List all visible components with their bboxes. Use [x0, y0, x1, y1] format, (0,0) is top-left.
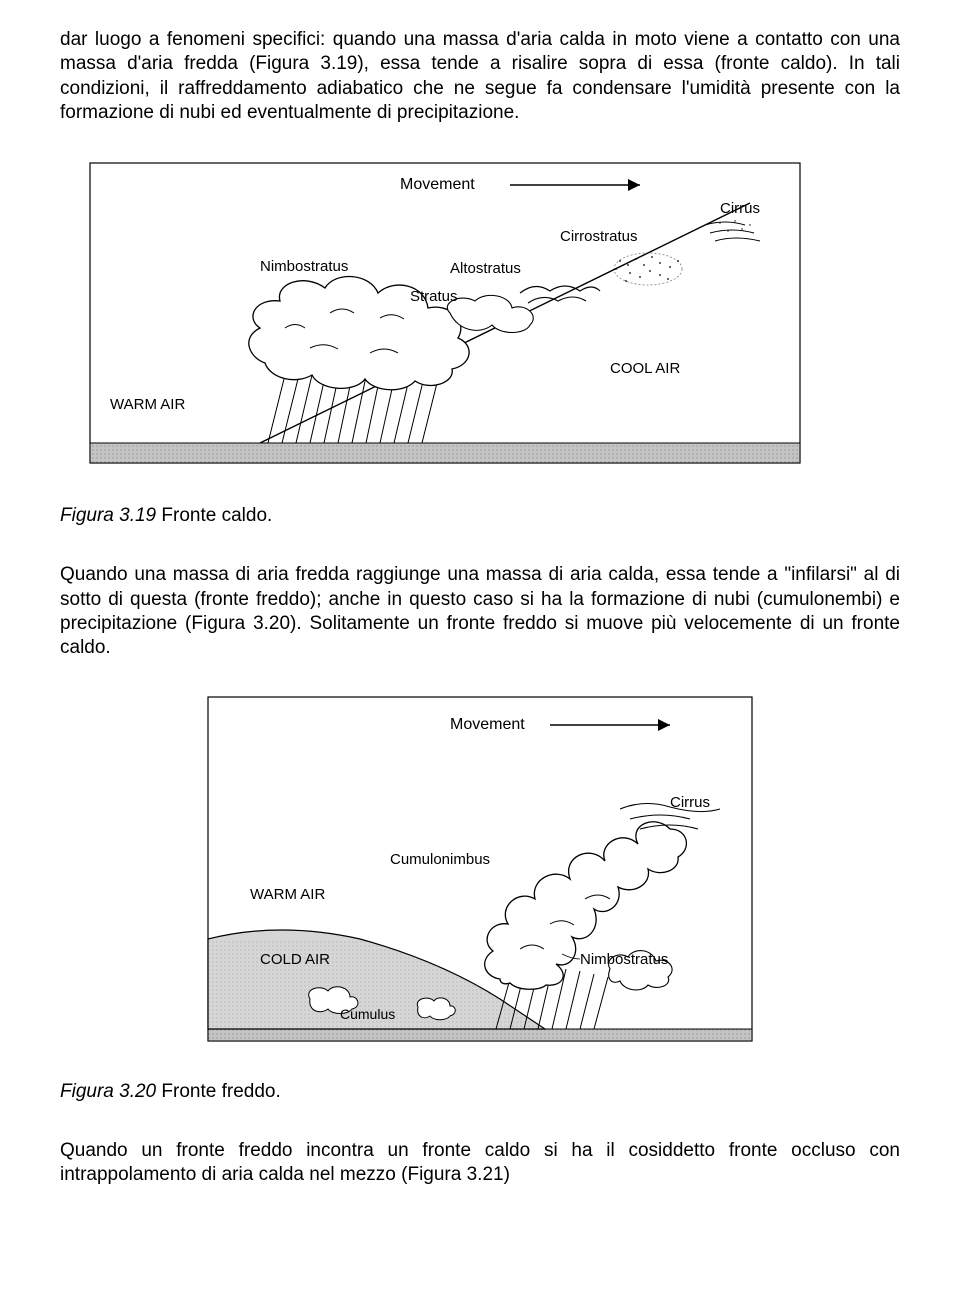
document-page: dar luogo a fenomeni specifici: quando u… — [0, 0, 960, 1313]
paragraph-3: Quando un fronte freddo incontra un fron… — [60, 1139, 900, 1188]
caption-1-text: Fronte caldo. — [156, 505, 272, 526]
caption-2-prefix: Figura 3.20 — [60, 1081, 156, 1102]
figure-2-svg: Movement Cirrus Cumulonimbus WARM AIR CO… — [200, 689, 760, 1049]
label2-cold-air: COLD AIR — [260, 951, 330, 968]
label-altostratus: Altostratus — [450, 260, 521, 277]
paragraph-2: Quando una massa di aria fredda raggiung… — [60, 563, 900, 660]
label2-warm-air: WARM AIR — [250, 886, 325, 903]
label2-cirrus: Cirrus — [670, 794, 710, 811]
figure-1-warm-front: Movement Cirrus Cirrostratus Altostratus… — [80, 153, 810, 473]
label-warm-air: WARM AIR — [110, 396, 185, 413]
label2-cumulus: Cumulus — [340, 1006, 395, 1022]
label-stratus: Stratus — [410, 288, 458, 305]
figure-1-svg: Movement Cirrus Cirrostratus Altostratus… — [80, 153, 810, 473]
paragraph-1: dar luogo a fenomeni specifici: quando u… — [60, 28, 900, 125]
label2-nimbostratus: Nimbostratus — [580, 951, 668, 968]
figure-2-cold-front: Movement Cirrus Cumulonimbus WARM AIR CO… — [200, 689, 760, 1049]
label-nimbostratus: Nimbostratus — [260, 258, 348, 275]
caption-1: Figura 3.19 Fronte caldo. — [60, 505, 900, 527]
label-cirrus: Cirrus — [720, 200, 760, 217]
label2-movement: Movement — [450, 716, 525, 733]
caption-1-prefix: Figura 3.19 — [60, 505, 156, 526]
caption-2-text: Fronte freddo. — [156, 1081, 281, 1102]
label2-cumulonimbus: Cumulonimbus — [390, 851, 490, 868]
label-movement: Movement — [400, 176, 475, 193]
label-cirrostratus: Cirrostratus — [560, 228, 638, 245]
caption-2: Figura 3.20 Fronte freddo. — [60, 1081, 900, 1103]
label-cool-air: COOL AIR — [610, 360, 680, 377]
